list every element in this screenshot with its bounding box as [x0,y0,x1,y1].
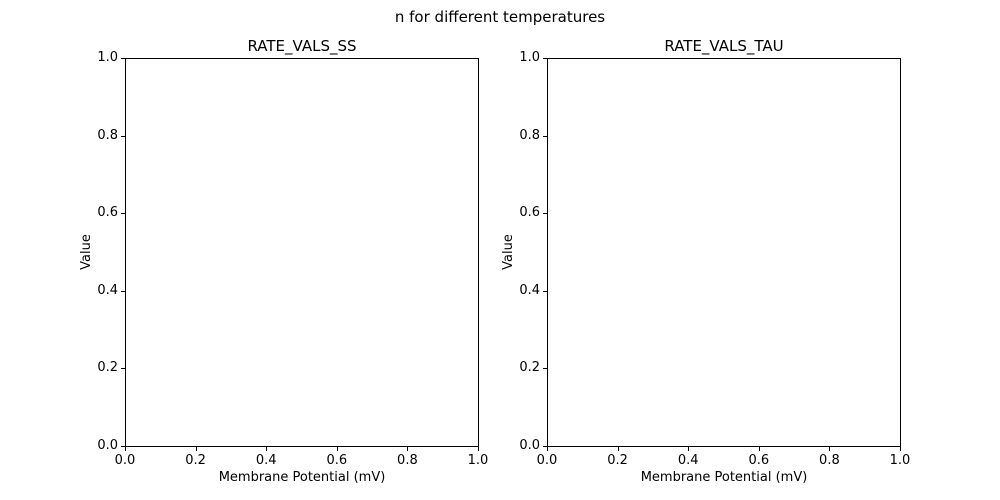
subplot-title-rate-vals-ss: RATE_VALS_SS [247,37,357,55]
y-tick-mark [121,290,125,292]
y-tick-mark [543,290,547,292]
x-tick-label: 0.8 [397,453,418,468]
y-tick-label: 0.4 [519,282,540,298]
x-tick-mark [125,447,126,451]
x-tick-mark [688,447,690,451]
y-tick-label: 0.6 [97,205,118,221]
figure-suptitle: n for different temperatures [394,8,606,26]
plot-area-rate-vals-ss [125,58,479,447]
subplot-title-rate-vals-tau: RATE_VALS_TAU [664,37,784,55]
y-tick-label: 0.8 [97,127,118,143]
x-tick-label: 0.6 [748,453,770,468]
x-tick-mark [617,447,619,451]
y-tick-mark [121,135,125,137]
x-tick-mark [478,447,479,451]
x-tick-mark [195,447,197,451]
x-tick-mark [266,447,268,451]
y-tick-mark [121,368,125,370]
y-tick-label: 0.8 [519,127,540,143]
y-tick-label: 0.0 [519,438,540,453]
x-tick-mark [900,447,901,451]
y-axis-label-left: Value [79,234,94,270]
y-tick-label: 0.2 [519,360,540,376]
x-tick-label: 0.8 [819,453,840,468]
y-tick-label: 0.4 [97,282,118,298]
y-tick-label: 1.0 [97,50,118,65]
y-tick-mark [543,213,547,215]
plot-area-rate-vals-tau [547,58,901,447]
x-tick-label: 0.0 [536,453,558,468]
x-tick-label: 1.0 [467,453,489,468]
x-tick-mark [829,447,831,451]
y-tick-mark [121,213,125,215]
x-axis-label-left: Membrane Potential (mV) [218,470,386,485]
y-tick-label: 0.6 [519,205,540,221]
x-tick-label: 0.2 [607,453,628,468]
y-axis-label-right: Value [501,234,516,270]
y-tick-mark [543,368,547,370]
x-tick-label: 0.0 [114,453,136,468]
y-tick-mark [121,446,125,447]
x-tick-mark [547,447,548,451]
y-tick-mark [121,58,125,59]
y-tick-label: 0.2 [97,360,118,376]
x-tick-label: 0.4 [255,453,277,468]
x-tick-label: 1.0 [889,453,911,468]
y-tick-mark [543,58,547,59]
y-tick-label: 0.0 [97,438,118,453]
x-tick-label: 0.2 [185,453,206,468]
x-tick-mark [758,447,760,451]
y-tick-mark [543,135,547,137]
x-tick-mark [336,447,338,451]
x-tick-mark [407,447,409,451]
y-tick-label: 1.0 [519,50,540,65]
y-tick-mark [543,446,547,447]
x-tick-label: 0.6 [326,453,348,468]
x-axis-label-right: Membrane Potential (mV) [640,470,808,485]
x-tick-label: 0.4 [677,453,699,468]
